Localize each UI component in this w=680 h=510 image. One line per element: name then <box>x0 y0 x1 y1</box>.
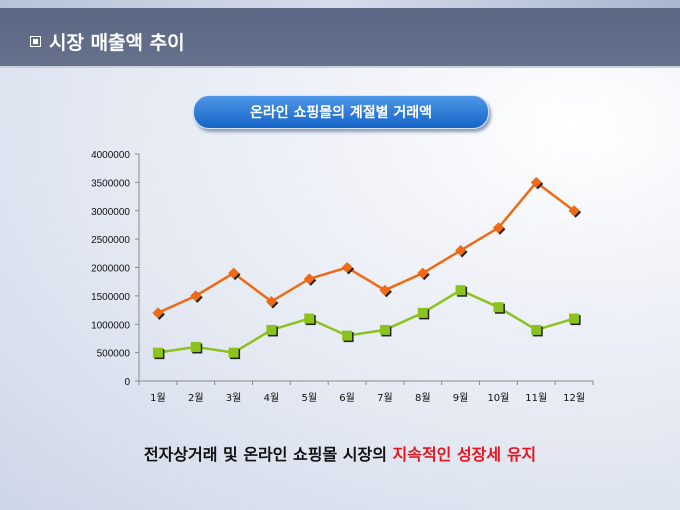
square-marker <box>493 302 504 313</box>
diamond-marker <box>455 244 467 256</box>
y-tick-label: 2000000 <box>91 264 130 275</box>
x-tick-label: 2월 <box>188 392 204 404</box>
diamond-marker <box>303 273 315 285</box>
square-marker <box>569 313 580 324</box>
diamond-marker <box>265 296 277 308</box>
y-tick-label: 2500000 <box>91 235 130 246</box>
diamond-marker <box>190 290 202 302</box>
series-green <box>152 285 581 360</box>
summary-text: 전자상거래 및 온라인 쇼핑몰 시장의 지속적인 성장세 유지 <box>0 441 680 465</box>
y-tick-label: 1000000 <box>91 320 130 331</box>
square-marker <box>455 285 466 296</box>
x-tick-label: 8월 <box>415 392 431 404</box>
x-tick-label: 11월 <box>525 392 547 404</box>
top-strip <box>0 0 680 8</box>
square-marker <box>304 313 315 324</box>
y-tick-label: 0 <box>124 377 130 388</box>
square-marker <box>531 324 542 335</box>
x-tick-label: 4월 <box>264 392 280 404</box>
x-tick-label: 1월 <box>150 392 166 404</box>
x-tick-label: 7월 <box>377 392 393 404</box>
x-tick-label: 9월 <box>453 392 469 404</box>
header-bar: 시장 매출액 추이 <box>0 8 680 68</box>
y-tick-label: 3000000 <box>91 207 130 218</box>
square-marker <box>417 307 428 318</box>
summary-text-black: 전자상거래 및 온라인 쇼핑몰 시장의 <box>143 445 393 464</box>
series-green-line <box>157 288 575 354</box>
y-tick-label: 4000000 <box>91 150 130 161</box>
square-marker <box>266 324 277 335</box>
square-marker <box>342 330 353 341</box>
square-bullet-icon <box>30 36 41 47</box>
square-marker <box>379 324 390 335</box>
diamond-marker <box>228 267 240 279</box>
x-tick-label: 12월 <box>563 392 585 404</box>
square-marker <box>152 347 163 358</box>
x-tick-label: 10월 <box>487 392 509 404</box>
diamond-marker <box>152 307 164 319</box>
square-marker <box>228 347 239 358</box>
series-orange-line <box>157 180 575 315</box>
series-orange <box>152 176 582 320</box>
y-tick-label: 1500000 <box>91 292 130 303</box>
x-tick-label: 6월 <box>339 392 355 404</box>
x-tick-label: 5월 <box>301 392 317 404</box>
diamond-marker <box>530 176 542 188</box>
summary-text-red: 지속적인 성장세 유지 <box>392 445 537 464</box>
chart-title-pill: 온라인 쇼핑몰의 계절별 거래액 <box>193 95 489 129</box>
diamond-marker <box>492 222 504 234</box>
page-title: 시장 매출액 추이 <box>30 28 185 55</box>
diamond-marker <box>417 267 429 279</box>
y-tick-label: 500000 <box>97 349 131 360</box>
y-tick-label: 3500000 <box>91 178 130 189</box>
square-marker <box>190 341 201 352</box>
diamond-marker <box>379 284 391 296</box>
page-title-text: 시장 매출액 추이 <box>49 32 185 54</box>
diamond-marker <box>341 262 353 273</box>
x-tick-label: 3월 <box>226 392 242 404</box>
diamond-marker <box>568 205 580 217</box>
